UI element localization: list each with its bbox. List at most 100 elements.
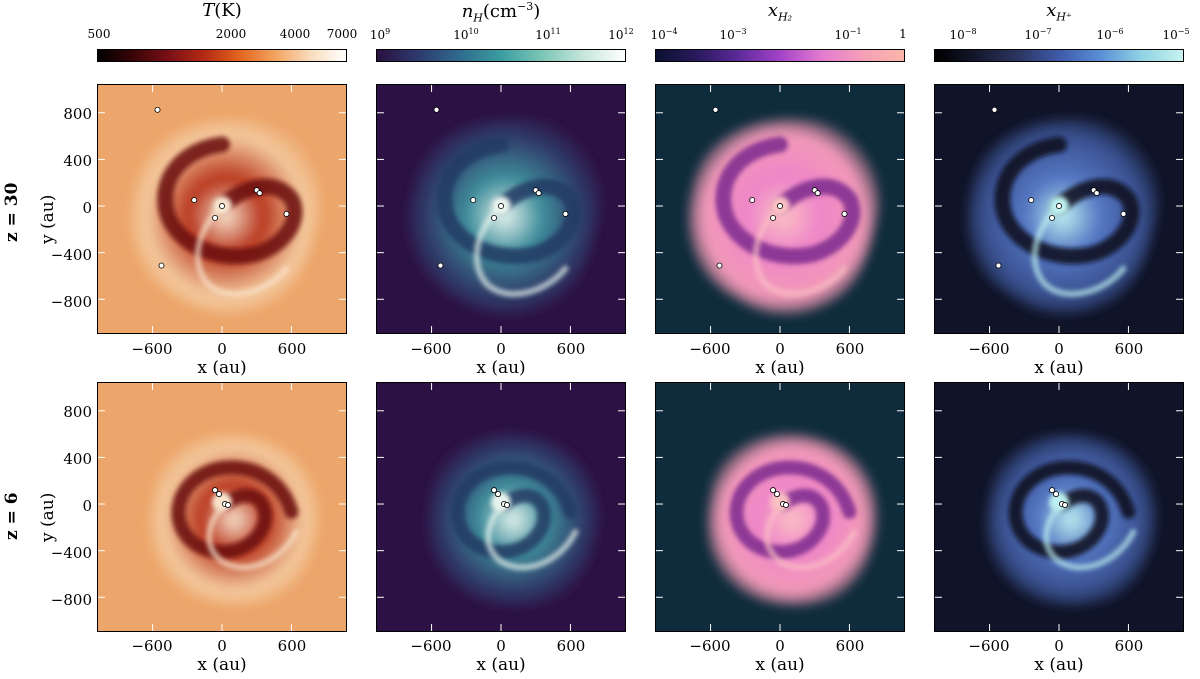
- y-tick-label: 0: [82, 497, 92, 515]
- colorbar-title-temperature: T(K): [202, 0, 242, 21]
- y-tick-label: 800: [63, 105, 92, 123]
- colorbar-title-density: nH(cm−3): [461, 0, 541, 25]
- colorbar-tick: 1011: [535, 27, 561, 42]
- temperature-map-z30: [97, 84, 347, 334]
- x-axis-label: x (au): [1034, 358, 1084, 378]
- y-tick-label: 400: [63, 450, 92, 468]
- sink-particle-marker: [1093, 190, 1100, 197]
- x-tick-label: 600: [556, 340, 586, 358]
- x-tick-label: 600: [1114, 637, 1144, 655]
- h2-fraction-map-z30: [655, 84, 905, 334]
- x-tick-label: 600: [556, 637, 586, 655]
- colorbar-tick: 1012: [608, 27, 634, 42]
- sink-particle-marker: [470, 197, 477, 204]
- x-tick-label: 0: [1054, 637, 1064, 655]
- map-image: [377, 85, 625, 333]
- colorbar-tick: 1010: [453, 27, 479, 42]
- sink-particle-marker: [991, 106, 998, 113]
- sink-particle-marker: [814, 190, 821, 197]
- row-label-z6: z = 6: [2, 492, 22, 540]
- sink-particle-marker: [219, 203, 225, 210]
- sink-particle-marker: [782, 502, 789, 508]
- sink-particle-marker: [1049, 487, 1056, 494]
- sink-particle-marker: [498, 203, 504, 210]
- colorbar-tick: 10−6: [1096, 27, 1124, 42]
- hplus-fraction-map-z30: [934, 84, 1184, 334]
- sink-particle-marker: [841, 210, 848, 217]
- x-tick-label: −600: [968, 340, 1010, 358]
- x-axis-label: x (au): [1034, 655, 1084, 675]
- y-tick-label: 800: [63, 403, 92, 421]
- x-tick-label: 600: [835, 340, 865, 358]
- sink-particle-marker: [749, 197, 756, 204]
- x-tick-label: −600: [410, 340, 452, 358]
- colorbar-tick: 500: [87, 27, 111, 41]
- sink-particle-marker: [1056, 203, 1062, 210]
- sink-particle-marker: [256, 190, 263, 197]
- x-tick-label: 600: [277, 637, 307, 655]
- colorbar-tick: 2000: [215, 27, 247, 41]
- hplus-fraction-map-z6: [934, 382, 1184, 632]
- x-axis-label: x (au): [755, 358, 805, 378]
- x-tick-label: 0: [496, 340, 506, 358]
- x-tick-label: 0: [496, 637, 506, 655]
- map-image: [656, 383, 904, 631]
- map-image: [98, 383, 346, 631]
- x-axis-label: x (au): [476, 358, 526, 378]
- y-tick-label: −800: [50, 293, 92, 311]
- sink-particle-marker: [491, 214, 498, 221]
- sink-particle-marker: [158, 262, 165, 269]
- colorbar-tick: 10−5: [1162, 27, 1190, 42]
- x-tick-label: 0: [217, 340, 227, 358]
- sink-particle-marker: [212, 487, 219, 494]
- sink-particle-marker: [770, 487, 777, 494]
- x-tick-label: 0: [775, 340, 785, 358]
- x-axis-label: x (au): [476, 655, 526, 675]
- x-tick-label: 0: [217, 637, 227, 655]
- colorbar-temperature: [97, 49, 347, 62]
- sink-particle-marker: [495, 491, 502, 498]
- y-tick-label: −400: [50, 544, 92, 562]
- colorbar-title-h2-fraction: xH₂: [767, 0, 793, 24]
- sink-particle-marker: [437, 262, 444, 269]
- sink-particle-marker: [283, 210, 290, 217]
- sink-particle-marker: [774, 491, 781, 498]
- sink-particle-marker: [712, 106, 719, 113]
- map-image: [377, 383, 625, 631]
- y-tick-label: 400: [63, 152, 92, 170]
- sink-particle-marker: [1120, 210, 1127, 217]
- x-tick-label: 600: [277, 340, 307, 358]
- density-map-z30: [376, 84, 626, 334]
- x-tick-label: −600: [689, 340, 731, 358]
- sink-particle-marker: [191, 197, 198, 204]
- x-axis-label: x (au): [197, 358, 247, 378]
- colorbar-hplus-fraction: [934, 49, 1184, 62]
- x-tick-label: 600: [835, 637, 865, 655]
- sink-particle-marker: [433, 106, 440, 113]
- row-label-z30: z = 30: [2, 182, 22, 242]
- sink-particle-marker: [154, 106, 161, 113]
- sink-particle-marker: [770, 214, 777, 221]
- sink-particle-marker: [503, 502, 510, 508]
- colorbar-tick: 10−3: [719, 27, 747, 42]
- x-tick-label: −600: [689, 637, 731, 655]
- colorbar-tick: 10−7: [1024, 27, 1052, 42]
- colorbar-tick: 109: [369, 27, 391, 42]
- colorbar-title-hplus-fraction: xH⁺: [1046, 0, 1072, 24]
- sink-particle-marker: [535, 190, 542, 197]
- y-tick-label: −400: [50, 246, 92, 264]
- map-image: [98, 85, 346, 333]
- sink-particle-marker: [224, 502, 231, 508]
- x-tick-label: −600: [131, 637, 173, 655]
- x-tick-label: 600: [1114, 340, 1144, 358]
- colorbar-tick: 10−4: [650, 27, 678, 42]
- sink-particle-marker: [1053, 491, 1060, 498]
- x-tick-label: −600: [131, 340, 173, 358]
- sink-particle-marker: [216, 491, 223, 498]
- sink-particle-marker: [716, 262, 723, 269]
- colorbar-tick: 7000: [326, 27, 358, 41]
- sink-particle-marker: [491, 487, 498, 494]
- colorbar-tick: 10−8: [949, 27, 977, 42]
- map-image: [935, 85, 1183, 333]
- y-tick-label: 0: [82, 199, 92, 217]
